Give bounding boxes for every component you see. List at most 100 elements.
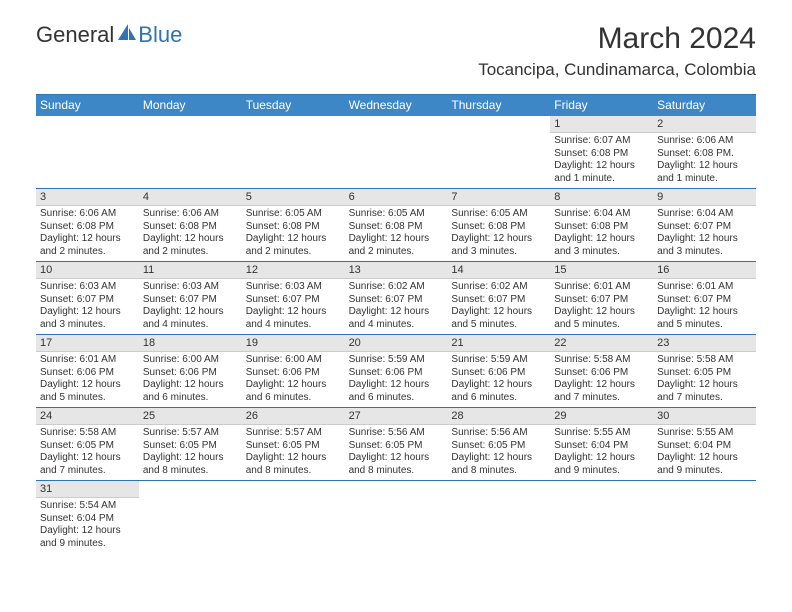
sunrise-text: Sunrise: 6:04 AM <box>554 208 649 221</box>
sunset-text: Sunset: 6:06 PM <box>349 367 444 380</box>
week-row: 1 Sunrise: 6:07 AMSunset: 6:08 PM Daylight… <box>36 116 756 189</box>
day-body: Sunrise: 6:04 AMSunset: 6:08 PMDaylight:… <box>550 206 653 261</box>
sunset-text: Sunset: 6:08 PM <box>40 221 135 234</box>
day-number: 11 <box>139 262 242 279</box>
day-cell: 23Sunrise: 5:58 AMSunset: 6:05 PMDayligh… <box>653 335 756 407</box>
sunset-text: Sunset: 6:05 PM <box>657 367 752 380</box>
day-cell: 15Sunrise: 6:01 AMSunset: 6:07 PMDayligh… <box>550 262 653 334</box>
sunrise-text: Sunrise: 6:06 AM <box>657 135 752 148</box>
day-cell: 13Sunrise: 6:02 AMSunset: 6:07 PMDayligh… <box>345 262 448 334</box>
day-number: 2 <box>653 116 756 133</box>
day-cell: 21Sunrise: 5:59 AMSunset: 6:06 PMDayligh… <box>447 335 550 407</box>
sunset-text: Sunset: 6:08 PM. <box>657 148 752 161</box>
day-cell: 22Sunrise: 5:58 AMSunset: 6:06 PMDayligh… <box>550 335 653 407</box>
day-cell: 16Sunrise: 6:01 AMSunset: 6:07 PMDayligh… <box>653 262 756 334</box>
sunset-text: Sunset: 6:08 PM <box>554 148 649 161</box>
day-body: Sunrise: 6:05 AMSunset: 6:08 PMDaylight:… <box>447 206 550 261</box>
day-body: Sunrise: 5:57 AMSunset: 6:05 PMDaylight:… <box>242 425 345 480</box>
day-body: Sunrise: 6:05 AMSunset: 6:08 PMDaylight:… <box>242 206 345 261</box>
sunrise-text: Sunrise: 6:07 AM <box>554 135 649 148</box>
logo-text-blue: Blue <box>138 22 182 48</box>
sunset-text: Sunset: 6:05 PM <box>349 440 444 453</box>
day-body: Sunrise: 6:03 AMSunset: 6:07 PMDaylight:… <box>139 279 242 334</box>
daylight-text: Daylight: 12 hours and 5 minutes. <box>657 306 752 331</box>
day-number: 1 <box>550 116 653 133</box>
daylight-text: Daylight: 12 hours and 1 minute. <box>657 160 752 185</box>
day-cell <box>345 481 448 553</box>
sunset-text: Sunset: 6:07 PM <box>40 294 135 307</box>
week-row: 31Sunrise: 5:54 AMSunset: 6:04 PMDayligh… <box>36 481 756 553</box>
day-body: Sunrise: 6:03 AMSunset: 6:07 PMDaylight:… <box>36 279 139 334</box>
sunset-text: Sunset: 6:06 PM <box>554 367 649 380</box>
logo: General Blue <box>36 22 182 48</box>
sunrise-text: Sunrise: 5:57 AM <box>143 427 238 440</box>
day-number: 9 <box>653 189 756 206</box>
day-number: 7 <box>447 189 550 206</box>
sunset-text: Sunset: 6:04 PM <box>40 513 135 526</box>
sunset-text: Sunset: 6:06 PM <box>40 367 135 380</box>
daylight-text: Daylight: 12 hours and 8 minutes. <box>451 452 546 477</box>
sunrise-text: Sunrise: 6:01 AM <box>554 281 649 294</box>
day-header: Sunday <box>36 95 139 116</box>
day-number: 13 <box>345 262 448 279</box>
day-cell <box>242 481 345 553</box>
sunrise-text: Sunrise: 6:01 AM <box>40 354 135 367</box>
day-cell: 1Sunrise: 6:07 AMSunset: 6:08 PMDaylight… <box>550 116 653 188</box>
sunrise-text: Sunrise: 5:58 AM <box>554 354 649 367</box>
day-number: 12 <box>242 262 345 279</box>
sunrise-text: Sunrise: 6:05 AM <box>451 208 546 221</box>
day-cell <box>139 481 242 553</box>
daylight-text: Daylight: 12 hours and 6 minutes. <box>246 379 341 404</box>
daylight-text: Daylight: 12 hours and 3 minutes. <box>554 233 649 258</box>
day-cell: 12Sunrise: 6:03 AMSunset: 6:07 PMDayligh… <box>242 262 345 334</box>
page-title: March 2024 <box>478 22 756 56</box>
sunrise-text: Sunrise: 5:56 AM <box>349 427 444 440</box>
sunrise-text: Sunrise: 5:57 AM <box>246 427 341 440</box>
day-body: Sunrise: 6:00 AMSunset: 6:06 PMDaylight:… <box>242 352 345 407</box>
daylight-text: Daylight: 12 hours and 4 minutes. <box>349 306 444 331</box>
day-number: 8 <box>550 189 653 206</box>
sunrise-text: Sunrise: 6:05 AM <box>246 208 341 221</box>
day-body: Sunrise: 6:05 AMSunset: 6:08 PMDaylight:… <box>345 206 448 261</box>
daylight-text: Daylight: 12 hours and 9 minutes. <box>657 452 752 477</box>
day-body: Sunrise: 5:58 AMSunset: 6:05 PMDaylight:… <box>36 425 139 480</box>
day-number: 4 <box>139 189 242 206</box>
sunset-text: Sunset: 6:04 PM <box>554 440 649 453</box>
day-cell <box>242 116 345 188</box>
sunset-text: Sunset: 6:07 PM <box>349 294 444 307</box>
weeks-container: 1Sunrise: 6:07 AMSunset: 6:08 PMDaylight… <box>36 116 756 553</box>
daylight-text: Daylight: 12 hours and 7 minutes. <box>40 452 135 477</box>
day-number: 20 <box>345 335 448 352</box>
day-body: Sunrise: 6:02 AMSunset: 6:07 PMDaylight:… <box>447 279 550 334</box>
day-cell: 20Sunrise: 5:59 AMSunset: 6:06 PMDayligh… <box>345 335 448 407</box>
daylight-text: Daylight: 12 hours and 5 minutes. <box>40 379 135 404</box>
sunrise-text: Sunrise: 5:55 AM <box>657 427 752 440</box>
day-number: 23 <box>653 335 756 352</box>
day-body: Sunrise: 6:01 AMSunset: 6:07 PMDaylight:… <box>550 279 653 334</box>
day-body: Sunrise: 5:58 AMSunset: 6:06 PMDaylight:… <box>550 352 653 407</box>
day-number: 3 <box>36 189 139 206</box>
sunrise-text: Sunrise: 5:55 AM <box>554 427 649 440</box>
sunrise-text: Sunrise: 5:58 AM <box>40 427 135 440</box>
sunset-text: Sunset: 6:05 PM <box>143 440 238 453</box>
day-number: 15 <box>550 262 653 279</box>
sunrise-text: Sunrise: 6:02 AM <box>451 281 546 294</box>
day-cell: 9Sunrise: 6:04 AMSunset: 6:07 PMDaylight… <box>653 189 756 261</box>
sunset-text: Sunset: 6:06 PM <box>451 367 546 380</box>
daylight-text: Daylight: 12 hours and 8 minutes. <box>246 452 341 477</box>
day-cell: 25Sunrise: 5:57 AMSunset: 6:05 PMDayligh… <box>139 408 242 480</box>
sunset-text: Sunset: 6:08 PM <box>349 221 444 234</box>
day-cell: 14Sunrise: 6:02 AMSunset: 6:07 PMDayligh… <box>447 262 550 334</box>
day-number: 27 <box>345 408 448 425</box>
sunrise-text: Sunrise: 6:04 AM <box>657 208 752 221</box>
day-number: 17 <box>36 335 139 352</box>
day-body: Sunrise: 5:59 AMSunset: 6:06 PMDaylight:… <box>447 352 550 407</box>
day-cell <box>550 481 653 553</box>
day-number: 14 <box>447 262 550 279</box>
day-body: Sunrise: 6:01 AMSunset: 6:07 PMDaylight:… <box>653 279 756 334</box>
day-body: Sunrise: 5:55 AMSunset: 6:04 PMDaylight:… <box>653 425 756 480</box>
day-cell: 10Sunrise: 6:03 AMSunset: 6:07 PMDayligh… <box>36 262 139 334</box>
day-number: 18 <box>139 335 242 352</box>
header: General Blue March 2024 Tocancipa, Cundi… <box>0 0 792 86</box>
day-header: Wednesday <box>345 95 448 116</box>
